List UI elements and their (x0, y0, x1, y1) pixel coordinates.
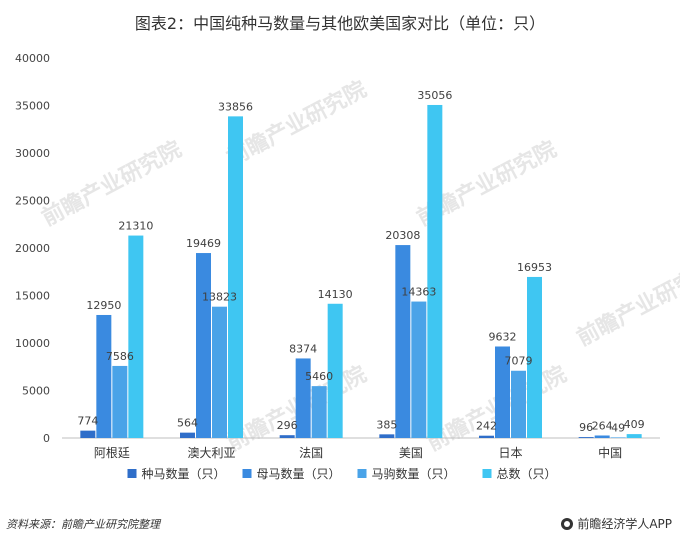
bar (112, 365, 128, 438)
y-tick-label: 40000 (15, 52, 50, 65)
data-label: 8374 (289, 342, 317, 355)
bar (594, 435, 610, 438)
bar (511, 370, 526, 438)
bar (96, 314, 112, 438)
brand-logo-icon (561, 517, 574, 530)
y-tick-label: 20000 (15, 242, 50, 255)
page-title: 图表2：中国纯种马数量与其他欧美国家对比（单位：只） (134, 14, 546, 33)
data-label: 16953 (517, 261, 552, 274)
y-tick-label: 25000 (15, 195, 50, 208)
x-tick-label: 日本 (498, 446, 522, 460)
y-tick-label: 10000 (15, 337, 50, 350)
data-label: 14130 (318, 288, 353, 301)
data-label: 242 (476, 420, 497, 433)
data-label: 385 (376, 418, 397, 431)
bar-labels: 774 564 296 385 242 96 12950 19469 8374 20308 9632… (77, 89, 644, 434)
bar (610, 437, 626, 438)
data-label: 49 (611, 421, 625, 434)
x-tick-label: 美国 (399, 446, 423, 460)
x-tick-label: 澳大利亚 (187, 446, 235, 460)
watermark-text: 前瞻产业研究院 (38, 136, 186, 231)
data-label: 5460 (305, 370, 333, 383)
watermark-text: 前瞻产业研究院 (223, 76, 371, 171)
legend-swatch (242, 469, 252, 478)
watermark-text: 前瞻产业研究院 (573, 256, 680, 351)
legend-label: 母马数量（只） (257, 466, 341, 481)
data-label: 7586 (106, 350, 134, 363)
bar (80, 430, 96, 438)
bar (527, 276, 542, 438)
legend-swatch (482, 469, 492, 478)
bar (228, 116, 243, 439)
data-label: 9632 (489, 330, 517, 343)
data-label: 7079 (505, 355, 533, 368)
data-label: 12950 (86, 299, 121, 312)
bar (180, 432, 195, 438)
x-tick-label: 阿根廷 (94, 446, 130, 460)
bar (395, 245, 411, 438)
bars (80, 104, 642, 439)
bar (626, 434, 642, 438)
brand: 前瞻经济学人APP (561, 515, 672, 532)
y-axis: 0 5000 10000 15000 20000 25000 30000 35000 40000 (15, 52, 50, 445)
y-tick-label: 30000 (15, 147, 50, 160)
bar (212, 306, 227, 438)
y-tick-label: 0 (43, 432, 50, 445)
data-label: 13823 (202, 291, 237, 304)
bar (327, 303, 343, 438)
bar (295, 358, 311, 438)
bar (279, 435, 295, 438)
bar (311, 386, 327, 438)
source-note: 资料来源：前瞻产业研究院整理 (6, 518, 160, 531)
legend-label: 种马数量（只） (142, 466, 226, 481)
data-label: 21310 (118, 220, 153, 233)
bar (479, 435, 494, 438)
data-label: 19469 (186, 237, 221, 250)
bar (196, 253, 211, 438)
y-tick-label: 5000 (22, 385, 50, 398)
data-label: 33856 (218, 100, 253, 113)
data-label: 35056 (417, 89, 452, 102)
bar (495, 346, 510, 438)
legend-label: 马驹数量（只） (372, 466, 456, 481)
data-label: 296 (277, 419, 298, 432)
bar (578, 437, 594, 438)
data-label: 409 (624, 418, 645, 431)
bar (411, 301, 427, 438)
bar (128, 235, 144, 438)
x-axis: 阿根廷 澳大利亚 法国 美国 日本 中国 (62, 437, 660, 460)
bar (379, 434, 395, 438)
data-label: 96 (579, 421, 593, 434)
data-label: 264 (592, 419, 613, 432)
data-label: 14363 (401, 286, 436, 299)
brand-label: 前瞻经济学人APP (577, 517, 672, 531)
data-label: 774 (77, 415, 98, 428)
y-tick-label: 15000 (15, 290, 50, 303)
legend-label: 总数（只） (497, 466, 557, 481)
legend: 种马数量（只） 母马数量（只） 马驹数量（只） 总数（只） (127, 466, 557, 481)
x-tick-label: 法国 (299, 446, 323, 460)
data-label: 564 (177, 417, 198, 430)
y-tick-label: 35000 (15, 100, 50, 113)
x-tick-label: 中国 (598, 445, 622, 460)
legend-swatch (127, 469, 137, 478)
bar (427, 104, 443, 438)
data-label: 20308 (385, 229, 420, 242)
legend-swatch (357, 469, 367, 478)
